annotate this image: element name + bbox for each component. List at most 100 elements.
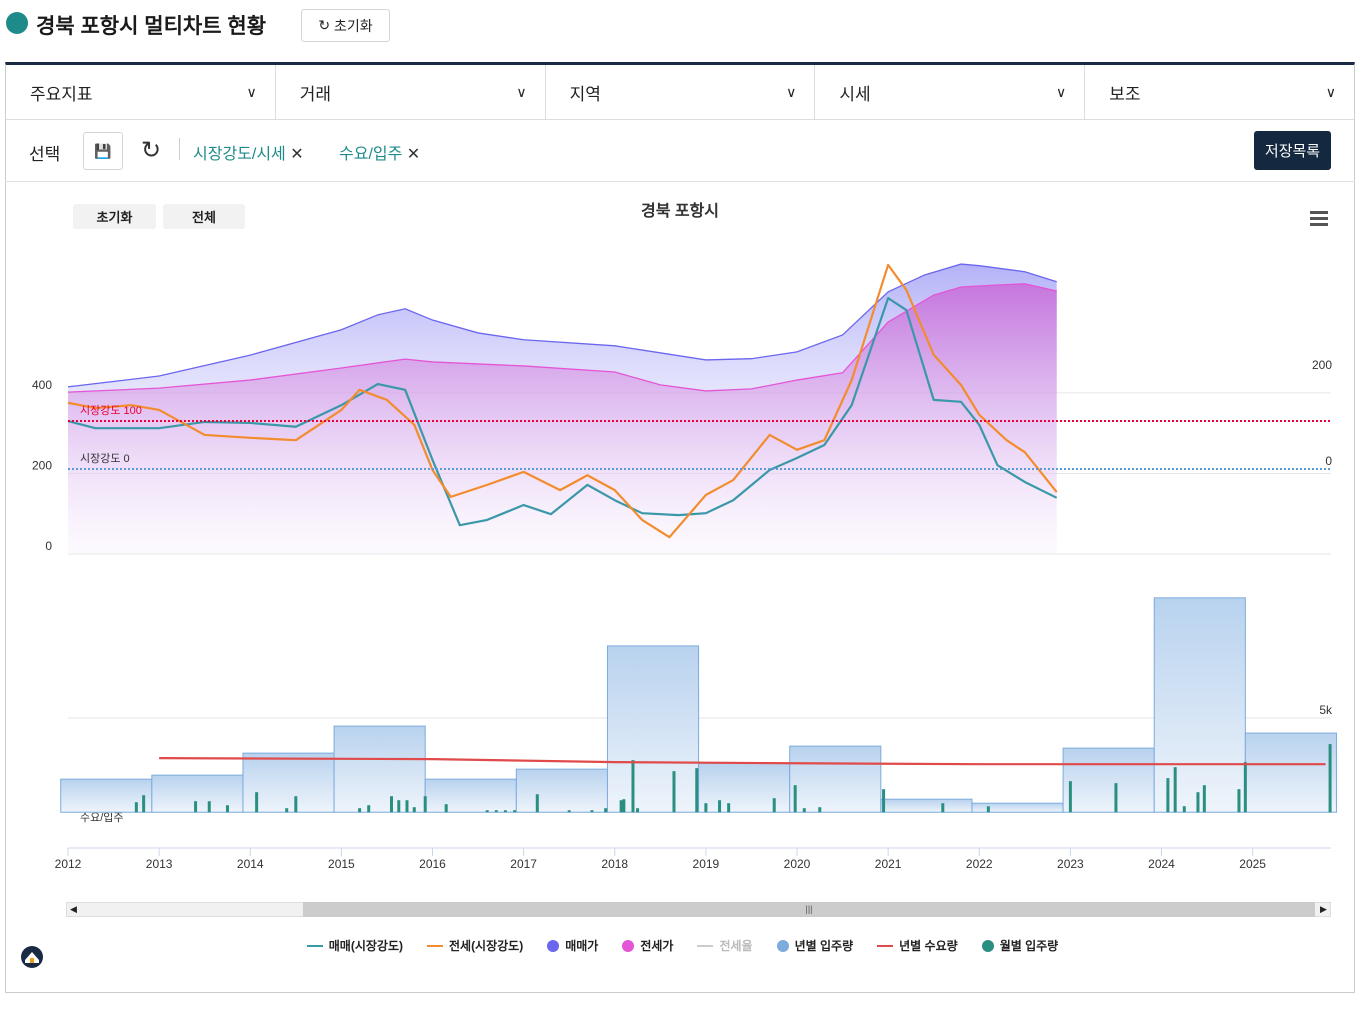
x-tick-label: 2017	[510, 857, 537, 871]
logo	[21, 946, 43, 968]
line	[67, 263, 1058, 539]
bar	[1237, 789, 1241, 813]
legend-label: 년별 입주량	[794, 939, 854, 953]
step-block	[789, 745, 882, 813]
legend-item[interactable]: 매매가	[547, 937, 598, 954]
bar	[1202, 785, 1206, 813]
bar	[367, 805, 371, 813]
bar	[672, 771, 676, 813]
legend-item[interactable]: 년별 수요량	[877, 937, 958, 954]
bar	[727, 803, 731, 813]
bar	[986, 806, 990, 813]
annotation-label: 시장강도 0	[80, 452, 130, 465]
bar	[1068, 781, 1072, 813]
chevron: ∨	[1325, 83, 1336, 100]
annotation-label: 시장강도 100	[80, 404, 142, 417]
legend-label: 전세가	[640, 939, 674, 953]
legend-symbol	[306, 944, 323, 947]
step-block	[1244, 732, 1337, 813]
plot: 05k2012201320142015201620172018201920202…	[55, 597, 1337, 871]
y-tick-label: 0	[45, 539, 52, 553]
chart-reset-button[interactable]: 초기화	[73, 204, 156, 229]
plot: 0 200 400 0 200 시장강도 100 시장강도 0	[32, 263, 1332, 555]
bar	[1173, 767, 1177, 813]
tab[interactable]: 시세 ∨	[815, 65, 1086, 120]
legend-symbol	[622, 939, 635, 952]
bar	[535, 794, 539, 813]
legend-symbol	[697, 944, 714, 947]
x-tick-label: 2025	[1239, 857, 1266, 871]
area-line	[67, 283, 1057, 393]
scroll-right[interactable]: ▶	[1320, 904, 1327, 914]
step-block	[606, 645, 700, 813]
line	[159, 757, 1326, 766]
bar	[636, 808, 640, 813]
bar	[1182, 806, 1186, 813]
header-icon	[6, 12, 28, 34]
x-tick-label: 2016	[419, 857, 446, 871]
bar	[1166, 778, 1170, 813]
bar	[590, 810, 594, 813]
bar	[485, 810, 489, 813]
legend-item[interactable]: 매매(시장강도)	[306, 937, 403, 954]
panel-frame	[5, 119, 1355, 993]
legend-item[interactable]: 월별 입주량	[981, 937, 1058, 954]
bar	[412, 807, 416, 813]
tab-label: 시세	[839, 84, 871, 104]
scroll-left[interactable]: ◀	[70, 904, 77, 914]
panel-label: 수요/입주	[80, 811, 124, 824]
legend-item[interactable]: 전세가	[622, 937, 673, 954]
bar	[444, 804, 448, 813]
legend-symbol	[426, 944, 443, 947]
tab-bar: 주요지표 ∨ 거래 ∨ 지역 ∨ 시세 ∨ 보조 ∨	[5, 62, 1355, 120]
x-tick-label: 2015	[328, 857, 355, 871]
menu-icon[interactable]	[1310, 211, 1328, 226]
tag[interactable]: 수요/입주 ✕	[339, 146, 421, 163]
legend-symbol	[981, 939, 994, 952]
x-tick-label: 2022	[966, 857, 993, 871]
scrollbar-thumb[interactable]: |||	[303, 902, 1315, 917]
refresh-icon[interactable]: ↻	[141, 137, 162, 164]
tab[interactable]: 거래 ∨	[275, 65, 546, 120]
bar	[1196, 792, 1200, 813]
reset-button[interactable]: ↻ 초기화	[301, 9, 390, 42]
tab[interactable]: 주요지표 ∨	[6, 65, 276, 120]
legend-item[interactable]: 전세율	[697, 937, 753, 954]
bar	[631, 760, 635, 813]
chart-all-button[interactable]: 전체	[163, 204, 245, 229]
legend-symbol	[547, 939, 560, 952]
area-line	[67, 263, 1057, 388]
legend-label: 전세(시장강도)	[448, 939, 524, 953]
bar	[1114, 783, 1118, 813]
tag[interactable]: 시장강도/시세 ✕	[193, 146, 304, 163]
legend-label: 전세율	[719, 939, 753, 953]
save-icon-button[interactable]: 💾	[83, 132, 123, 170]
saved-list-button[interactable]: 저장목록	[1254, 131, 1331, 170]
legend-item[interactable]: 년별 입주량	[776, 937, 854, 954]
bar	[503, 810, 507, 813]
bar	[207, 801, 211, 813]
chevron: ∨	[246, 83, 257, 100]
tab[interactable]: 지역 ∨	[545, 65, 816, 120]
legend-item[interactable]: 전세(시장강도)	[426, 937, 524, 954]
bar	[225, 805, 229, 813]
legend-label: 년별 수요량	[899, 939, 958, 953]
selection-row: 선택 💾 ↻ 시장강도/시세 ✕ 수요/입주 ✕ 저장목록	[5, 120, 1355, 182]
reset-label: 초기화	[333, 17, 373, 34]
divider	[179, 138, 180, 160]
page-title: 경북 포항시 멀티차트 현황	[36, 15, 267, 38]
bar	[513, 810, 517, 813]
x-tick-label: 2023	[1057, 857, 1084, 871]
step-block	[333, 725, 426, 813]
y2-tick-label: 200	[1312, 358, 1332, 372]
bar	[604, 808, 608, 813]
chevron: ∨	[1055, 83, 1067, 100]
tab[interactable]: 보조 ∨	[1085, 65, 1354, 120]
tab-label: 주요지표	[30, 84, 93, 104]
x-tick-label: 2018	[601, 857, 628, 871]
bar	[941, 803, 945, 813]
bar	[704, 803, 708, 813]
bar	[294, 796, 298, 813]
tab-label: 지역	[569, 84, 601, 104]
